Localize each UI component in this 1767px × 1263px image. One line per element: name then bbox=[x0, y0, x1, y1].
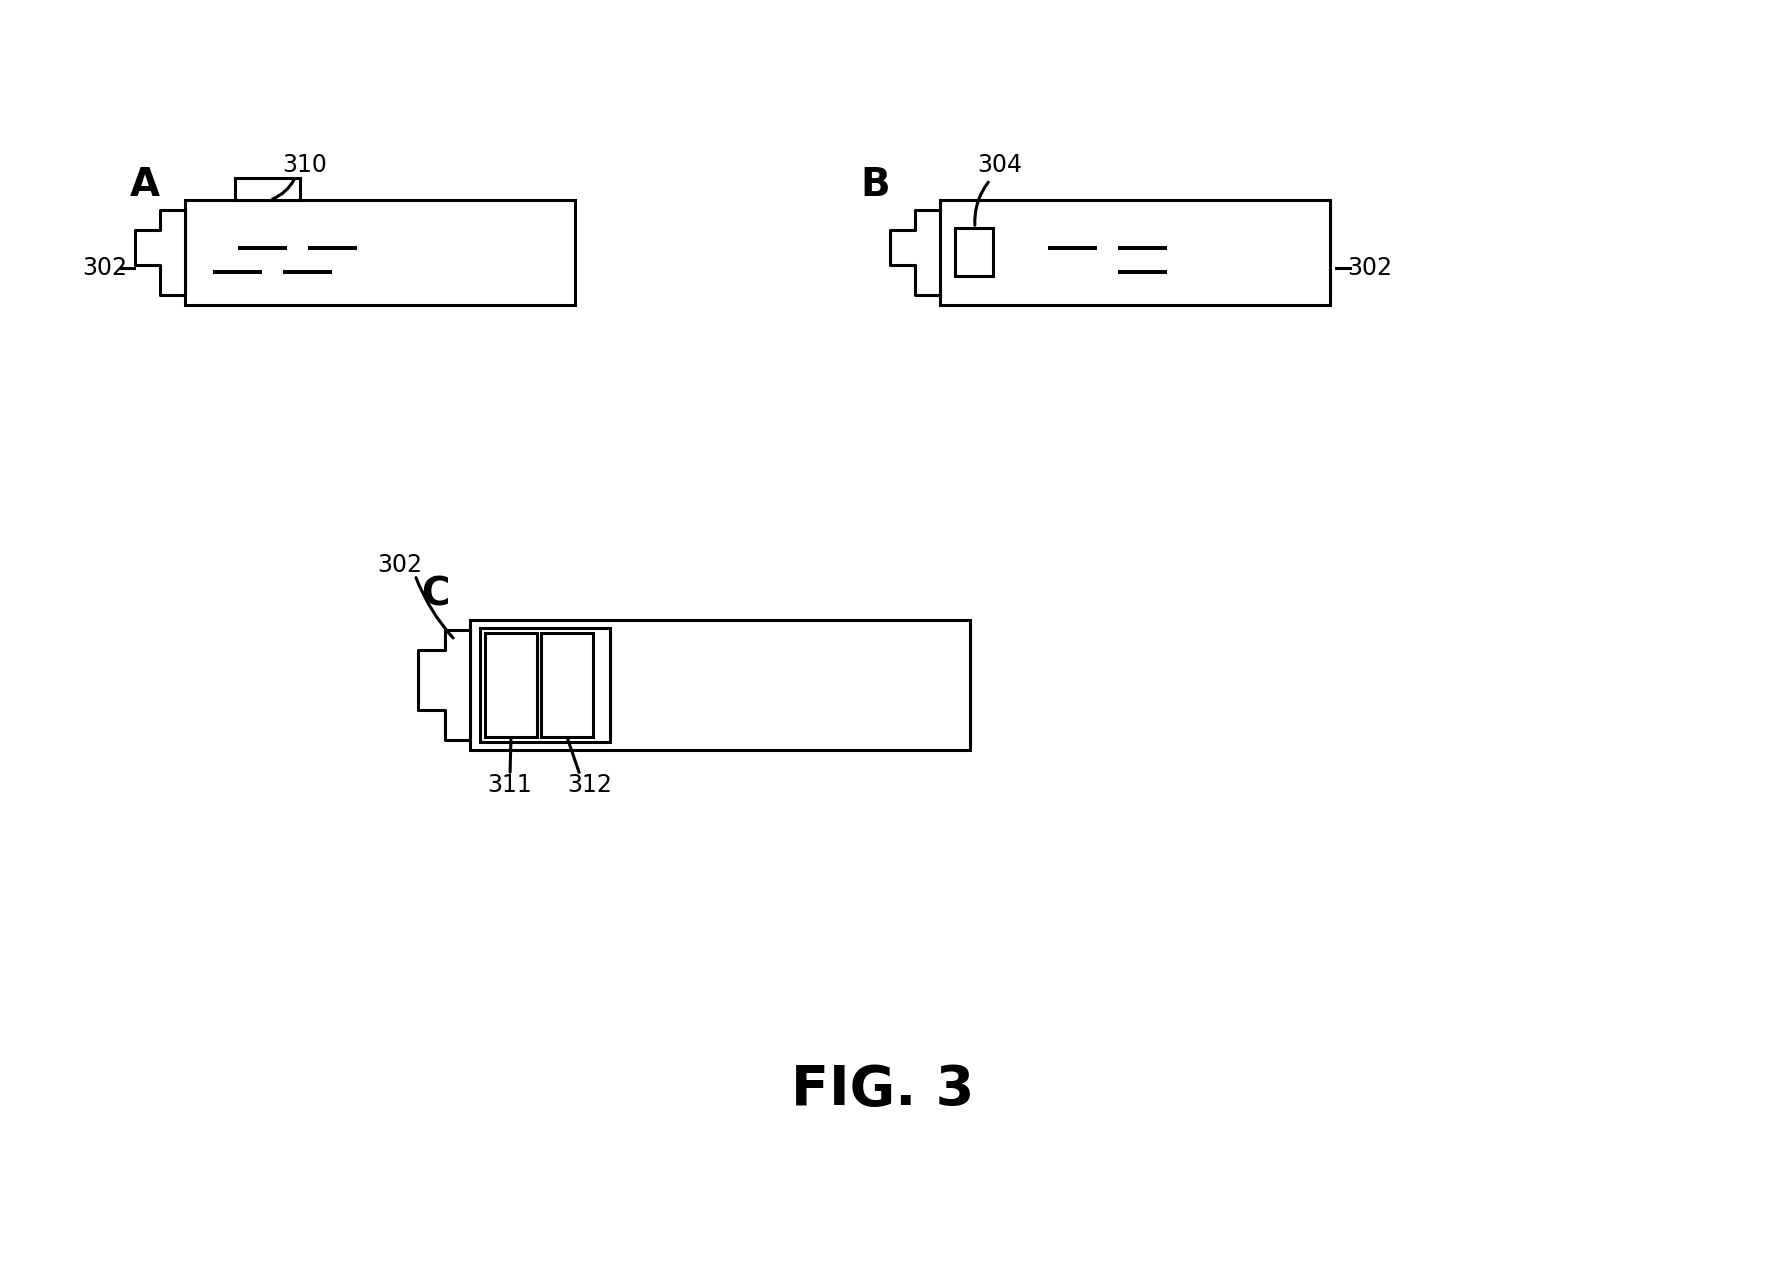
Text: C: C bbox=[421, 576, 449, 614]
Text: 311: 311 bbox=[488, 773, 532, 797]
Bar bbox=[954, 229, 993, 277]
Bar bbox=[481, 628, 610, 741]
Bar bbox=[541, 633, 594, 738]
Text: A: A bbox=[131, 165, 161, 205]
Bar bbox=[186, 200, 574, 304]
Polygon shape bbox=[891, 210, 940, 296]
Text: FIG. 3: FIG. 3 bbox=[792, 1063, 975, 1116]
Text: 302: 302 bbox=[83, 256, 127, 280]
Text: 302: 302 bbox=[1348, 256, 1392, 280]
Text: B: B bbox=[861, 165, 891, 205]
Text: 304: 304 bbox=[977, 153, 1023, 177]
Polygon shape bbox=[419, 630, 470, 740]
Text: 302: 302 bbox=[378, 553, 422, 577]
Bar bbox=[235, 178, 300, 200]
Polygon shape bbox=[134, 210, 186, 296]
Text: 310: 310 bbox=[283, 153, 327, 177]
Bar bbox=[484, 633, 537, 738]
Bar bbox=[940, 200, 1331, 304]
Bar bbox=[470, 620, 970, 750]
Text: 312: 312 bbox=[567, 773, 613, 797]
